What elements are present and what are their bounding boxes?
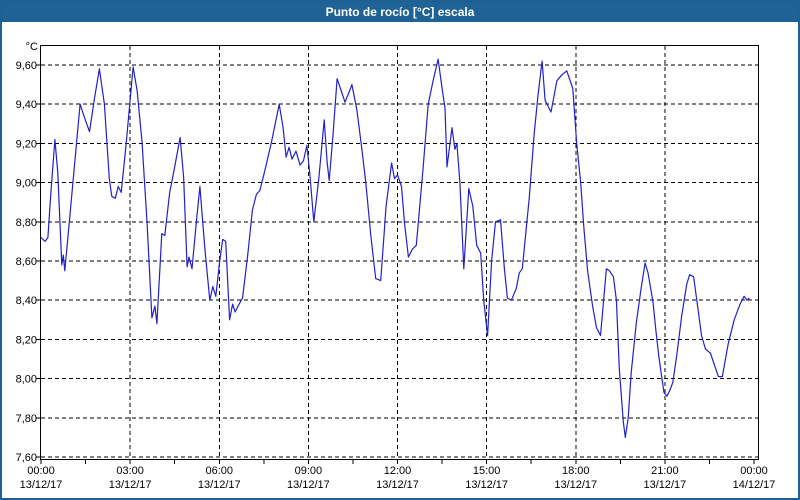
x-tick-time-label: 00:00	[27, 465, 55, 477]
y-axis-unit-label: °C	[26, 41, 38, 53]
y-tick-label: 7,80	[16, 413, 37, 425]
axis-labels: 9,60 9,40 9,20 9,00 8,80 8,60 8,40 8,20 8,00 7,80…	[16, 60, 776, 491]
y-tick-label: 7,60	[16, 452, 37, 464]
y-tick-label: 8,80	[16, 217, 37, 229]
x-tick-date-label: 13/12/17	[376, 479, 419, 491]
y-tick-label: 8,20	[16, 334, 37, 346]
y-tick-label: 8,40	[16, 295, 37, 307]
x-tick-date-label: 14/12/17	[733, 479, 776, 491]
x-tick-time-label: 12:00	[384, 465, 412, 477]
y-tick-label: 9,20	[16, 138, 37, 150]
x-tick-date-label: 13/12/17	[643, 479, 686, 491]
axis-ticks	[36, 64, 755, 464]
x-tick-date-label: 13/12/17	[465, 479, 508, 491]
plot-area-border	[40, 45, 759, 460]
y-tick-label: 9,60	[16, 60, 37, 72]
window-title: Punto de rocío [°C] escala	[325, 5, 475, 19]
x-tick-date-label: 13/12/17	[20, 479, 63, 491]
x-tick-date-label: 13/12/17	[198, 479, 241, 491]
x-tick-time-label: 18:00	[562, 465, 590, 477]
title-bar: Punto de rocío [°C] escala	[2, 2, 798, 22]
y-tick-label: 9,00	[16, 178, 37, 190]
x-tick-date-label: 13/12/17	[287, 479, 330, 491]
x-tick-time-label: 21:00	[651, 465, 679, 477]
x-tick-time-label: 15:00	[473, 465, 501, 477]
x-tick-date-label: 13/12/17	[554, 479, 597, 491]
y-tick-label: 8,60	[16, 256, 37, 268]
y-tick-label: 9,40	[16, 99, 37, 111]
x-tick-time-label: 06:00	[205, 465, 233, 477]
x-tick-date-label: 13/12/17	[109, 479, 152, 491]
x-tick-time-label: 03:00	[116, 465, 144, 477]
series-line	[40, 58, 750, 438]
y-tick-label: 8,00	[16, 374, 37, 386]
x-tick-time-label: 00:00	[740, 465, 768, 477]
x-tick-time-label: 09:00	[295, 465, 323, 477]
